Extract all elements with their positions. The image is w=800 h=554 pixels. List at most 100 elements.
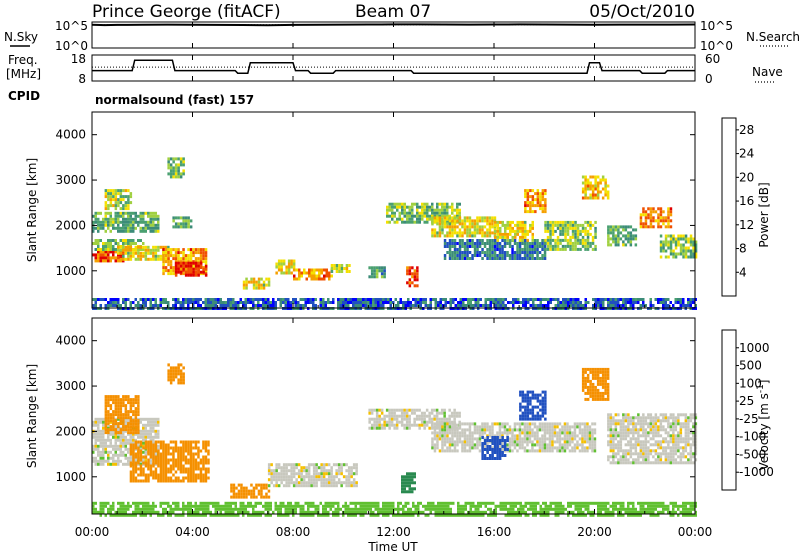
data-cell [529, 417, 532, 421]
data-cell [102, 429, 105, 433]
data-cell [448, 443, 452, 447]
data-cell [179, 267, 183, 271]
data-cell [604, 391, 607, 395]
data-cell [119, 239, 122, 242]
data-cell [448, 228, 452, 232]
data-cell [562, 298, 565, 301]
data-cell [107, 192, 110, 196]
data-cell [459, 304, 462, 307]
data-cell [526, 408, 530, 412]
data-cell [368, 417, 371, 421]
data-cell [162, 248, 165, 252]
data-cell [102, 298, 105, 301]
data-cell [522, 304, 525, 307]
data-cell [332, 478, 336, 482]
data-cell [497, 304, 500, 307]
data-cell [285, 271, 288, 275]
data-cell [502, 301, 505, 304]
data-cell [199, 261, 203, 265]
data-cell [107, 456, 110, 460]
data-cell [320, 271, 323, 275]
data-cell [627, 234, 630, 238]
data-cell [443, 254, 447, 257]
data-cell [451, 437, 454, 441]
data-cell [533, 422, 537, 426]
data-cell [152, 458, 155, 462]
data-cell [182, 163, 185, 167]
data-cell [122, 259, 125, 263]
data-cell [94, 462, 97, 466]
data-cell [662, 246, 665, 250]
data-cell [483, 216, 487, 220]
data-cell [147, 443, 150, 447]
data-cell [491, 454, 494, 457]
data-cell [144, 453, 147, 457]
data-cell [649, 298, 652, 301]
data-cell [531, 195, 535, 199]
data-cell [566, 425, 569, 429]
data-cell [117, 220, 120, 224]
data-cell [639, 304, 642, 307]
data-cell [463, 225, 467, 229]
data-cell [197, 301, 200, 304]
data-cell [152, 455, 155, 459]
data-cell [359, 304, 362, 307]
data-cell [486, 457, 489, 460]
data-cell [617, 225, 620, 229]
data-cell [563, 428, 567, 432]
data-cell [337, 478, 341, 482]
data-cell [285, 268, 288, 272]
data-cell [546, 422, 549, 426]
data-cell [149, 220, 152, 224]
data-cell [521, 411, 525, 415]
data-cell [267, 298, 270, 301]
data-cell [448, 205, 451, 209]
data-cell [546, 235, 550, 239]
data-cell [669, 246, 673, 250]
data-cell [172, 446, 175, 450]
data-cell [674, 246, 678, 250]
data-cell [524, 210, 527, 214]
data-cell [129, 407, 133, 411]
data-cell [539, 204, 542, 208]
data-cell [511, 245, 514, 248]
data-cell [275, 469, 278, 473]
data-cell [568, 431, 572, 435]
data-cell [202, 267, 205, 271]
data-cell [486, 254, 489, 257]
data-cell [432, 298, 435, 301]
data-cell [112, 198, 115, 202]
data-cell [551, 232, 555, 236]
data-cell [307, 475, 311, 479]
data-cell [430, 408, 434, 412]
data-cell [438, 422, 442, 426]
data-cell [378, 420, 381, 424]
data-cell [543, 431, 547, 435]
data-cell [601, 379, 605, 383]
data-cell [154, 476, 158, 480]
data-cell [639, 216, 643, 220]
data-cell [408, 217, 411, 221]
data-cell [137, 444, 140, 448]
data-cell [134, 410, 138, 414]
data-cell [596, 373, 600, 377]
data-cell [431, 228, 434, 232]
data-cell [498, 451, 502, 454]
data-cell [177, 251, 180, 255]
data-cell [142, 470, 145, 474]
data-cell [471, 222, 474, 226]
data-cell [531, 257, 534, 260]
data-cell [614, 237, 618, 241]
data-cell [622, 298, 625, 301]
data-cell [114, 441, 117, 445]
data-cell [438, 231, 442, 235]
data-cell [122, 429, 125, 433]
data-cell [189, 458, 193, 462]
data-cell [325, 481, 328, 485]
data-cell [157, 429, 160, 433]
data-cell [104, 428, 108, 432]
data-cell [536, 245, 539, 248]
data-cell [526, 411, 530, 415]
data-cell [119, 304, 122, 307]
data-cell [476, 440, 479, 444]
